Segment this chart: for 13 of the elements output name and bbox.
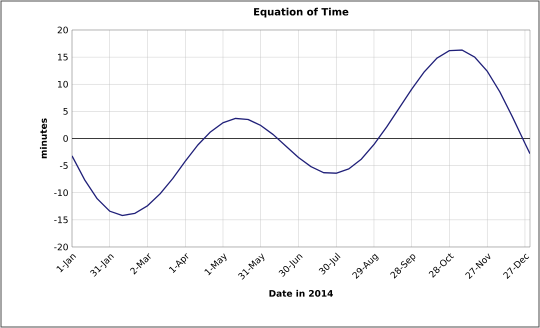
y-tick-label: 15	[58, 54, 68, 60]
y-tick-label: -5	[60, 162, 68, 169]
y-tick-label: 10	[58, 80, 68, 88]
y-tick-label: -15	[54, 216, 68, 224]
y-axis-title: minutes	[40, 118, 47, 158]
y-tick-label: 20	[58, 26, 68, 34]
y-tick-label: 0	[63, 135, 68, 142]
y-tick-label: -20	[54, 244, 68, 250]
y-tick-label: 5	[63, 108, 68, 115]
line-series	[72, 49, 530, 216]
y-tick-label: -10	[54, 189, 68, 196]
x-axis-title: Date in 2014	[269, 290, 333, 297]
chart-title: Equation of Time	[254, 8, 348, 18]
